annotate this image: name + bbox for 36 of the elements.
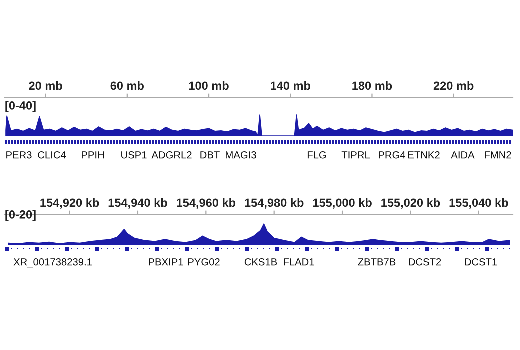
y-axis-title: [0-40] [6, 101, 36, 112]
text: CLIC4 [38, 152, 66, 159]
x-tick-label: 220 mb [434, 81, 474, 90]
text: PRG4 [379, 152, 406, 159]
text: DCST1 [465, 258, 498, 266]
text: FMN2 [485, 152, 512, 159]
x-tick-label: 154,980 kb [245, 198, 304, 209]
x-tick-label: 154,920 kb [40, 198, 100, 209]
x-tick-label: 140 mb [271, 81, 310, 90]
text: DCST2 [409, 258, 442, 266]
text: FLG [308, 152, 326, 159]
text: CKS1B [244, 258, 278, 266]
text: TIPRL [342, 152, 370, 159]
text: USP1 [122, 152, 147, 159]
x-tick-label: 155,040 kb [450, 198, 508, 209]
x-tick-label: 60 mb [110, 81, 144, 90]
x-tick-label: 155,020 kb [382, 198, 440, 209]
text: ZBTB7B [358, 258, 396, 266]
text: ADGRL2 [152, 152, 192, 159]
x-tick-label: 154,960 kb [177, 198, 236, 209]
text: XR_001738239.1 [14, 258, 92, 268]
x-tick-label: 20 mb [29, 81, 62, 90]
text: FLAD1 [284, 258, 314, 266]
x-tick-label: 154,940 kb [108, 198, 168, 209]
x-tick-label: 180 mb [352, 81, 392, 90]
text: PBXIP1 [149, 258, 184, 266]
x-tick-label: 155,000 kb [313, 198, 372, 209]
text: ETNK2 [408, 152, 440, 159]
text: PYG02 [188, 258, 220, 266]
text: DBT [200, 152, 220, 159]
y-axis-title: [0-20] [6, 210, 36, 222]
x-tick-label: 100 mb [189, 81, 229, 90]
text: PER3 [6, 152, 32, 159]
text: AIDA [451, 152, 475, 159]
text: MAGI3 [226, 152, 256, 159]
text: PPIH [82, 152, 104, 159]
